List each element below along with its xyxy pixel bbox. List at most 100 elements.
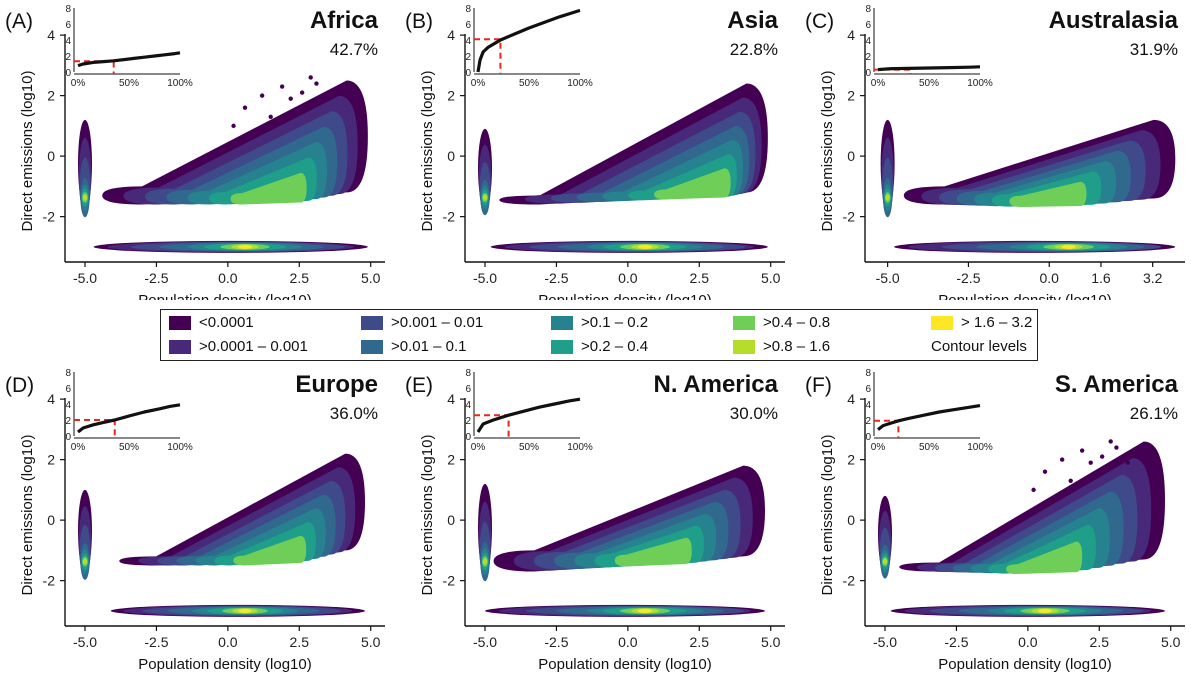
density-speckle <box>268 114 273 120</box>
inset-y-tick-label: 8 <box>65 4 71 15</box>
inset-y-tick-label: 6 <box>465 20 471 31</box>
inset-y-tick-label: 8 <box>465 4 471 15</box>
density-vertical-contour <box>885 194 890 201</box>
x-tick-label: 5.0 <box>761 270 781 286</box>
density-vertical-contour <box>82 194 88 201</box>
x-tick-label: -5.0 <box>73 634 97 650</box>
x-axis-label: Population density (log10) <box>538 656 711 673</box>
x-tick-label: -2.5 <box>944 634 968 650</box>
y-axis-label: Direct emissions (log10) <box>819 435 836 596</box>
legend-item-6: >0.2 – 0.4 <box>551 338 648 355</box>
x-axis-label: Population density (log10) <box>138 656 311 673</box>
density-speckle <box>325 96 331 101</box>
panel-letter: (D) <box>5 374 34 397</box>
inset-cumulative-line <box>476 397 581 433</box>
density-speckle <box>1031 487 1036 493</box>
y-axis-label: Direct emissions (log10) <box>419 71 436 232</box>
panel-title: N. America <box>654 371 779 398</box>
y-tick-label: 4 <box>447 391 455 407</box>
y-tick-label: -2 <box>43 209 56 225</box>
x-tick-label: 0.0 <box>1040 270 1060 286</box>
legend-swatch <box>931 315 953 330</box>
legend-swatch <box>551 339 573 354</box>
y-tick-label: 2 <box>47 88 55 104</box>
inset-y-tick-label: 4 <box>65 400 71 411</box>
x-axis-label: Population density (log10) <box>938 656 1111 673</box>
y-tick-label: 4 <box>447 27 455 43</box>
inset-y-tick-label: 8 <box>465 368 471 379</box>
x-tick-label: 2.5 <box>290 270 310 286</box>
inset-y-tick-label: 2 <box>65 416 71 427</box>
panel-letter: (C) <box>805 10 834 33</box>
panel-percent: 30.0% <box>730 404 778 423</box>
inset-y-tick-label: 0 <box>865 68 871 79</box>
panel-percent: 31.9% <box>1130 40 1178 59</box>
inset-y-tick-label: 6 <box>65 20 71 31</box>
legend-title: Contour levels <box>931 338 1027 355</box>
inset-cumulative-line <box>77 51 181 68</box>
inset-y-tick-label: 0 <box>65 432 71 443</box>
inset-x-tick-label: 50% <box>119 442 139 453</box>
density-band-contour <box>638 244 652 249</box>
inset-y-tick-label: 0 <box>65 68 71 79</box>
density-speckle <box>242 105 248 110</box>
inset-cumulative-line <box>877 65 981 72</box>
inset-cutoff-line <box>74 60 115 74</box>
inset-cumulative-line <box>476 8 581 73</box>
inset-y-tick-label: 6 <box>865 20 871 31</box>
panel-title: Australasia <box>1049 7 1179 34</box>
x-tick-label: -5.0 <box>473 270 497 286</box>
y-tick-label: 2 <box>447 452 455 468</box>
inset-y-tick-label: 4 <box>465 400 471 411</box>
inset-x-tick-label: 100% <box>167 442 193 453</box>
y-axis-label: Direct emissions (log10) <box>19 71 36 232</box>
inset-y-tick-label: 2 <box>465 52 471 63</box>
legend-swatch <box>551 315 573 330</box>
density-speckle <box>1068 478 1073 483</box>
density-speckle <box>299 90 305 95</box>
density-speckle <box>1114 445 1119 450</box>
panel-letter: (B) <box>405 10 433 33</box>
y-tick-label: 0 <box>847 512 855 528</box>
y-tick-label: -2 <box>443 573 456 589</box>
panel-percent: 22.8% <box>730 40 778 59</box>
y-tick-label: -2 <box>843 209 856 225</box>
y-axis-label: Direct emissions (log10) <box>19 435 36 596</box>
x-tick-label: 0.0 <box>1018 634 1038 650</box>
x-tick-label: 0.0 <box>218 634 238 650</box>
density-speckle <box>288 96 293 101</box>
density-speckle <box>1125 460 1131 465</box>
panel-percent: 26.1% <box>1130 404 1178 423</box>
density-cloud-contour <box>1006 541 1083 575</box>
y-tick-label: 0 <box>447 148 455 164</box>
inset-x-tick-label: 0% <box>471 442 486 453</box>
y-axis-label: Direct emissions (log10) <box>419 435 436 596</box>
inset-y-tick-label: 2 <box>865 52 871 63</box>
inset-y-tick-label: 6 <box>865 384 871 395</box>
inset-y-tick-label: 8 <box>865 4 871 15</box>
density-vertical-contour <box>882 558 888 565</box>
inset-x-tick-label: 0% <box>71 78 86 89</box>
inset-x-tick-label: 0% <box>871 78 886 89</box>
x-tick-label: -5.0 <box>876 270 900 286</box>
inset-y-tick-label: 0 <box>465 432 471 443</box>
density-speckle <box>231 123 236 129</box>
density-band-contour <box>1038 608 1052 613</box>
inset-y-tick-label: 8 <box>65 368 71 379</box>
density-band-contour <box>238 608 252 613</box>
x-axis-label: Population density (log10) <box>538 292 711 300</box>
x-axis-label: Population density (log10) <box>938 292 1111 300</box>
panel-percent: 42.7% <box>330 40 378 59</box>
y-tick-label: 4 <box>847 27 855 43</box>
density-speckle <box>1059 457 1065 462</box>
inset-y-tick-label: 4 <box>865 36 871 47</box>
legend-item-9: > 1.6 – 3.2 <box>931 314 1032 331</box>
density-speckle <box>259 93 265 98</box>
y-tick-label: 4 <box>847 391 855 407</box>
x-tick-label: -2.5 <box>544 634 568 650</box>
x-tick-label: -2.5 <box>144 634 168 650</box>
